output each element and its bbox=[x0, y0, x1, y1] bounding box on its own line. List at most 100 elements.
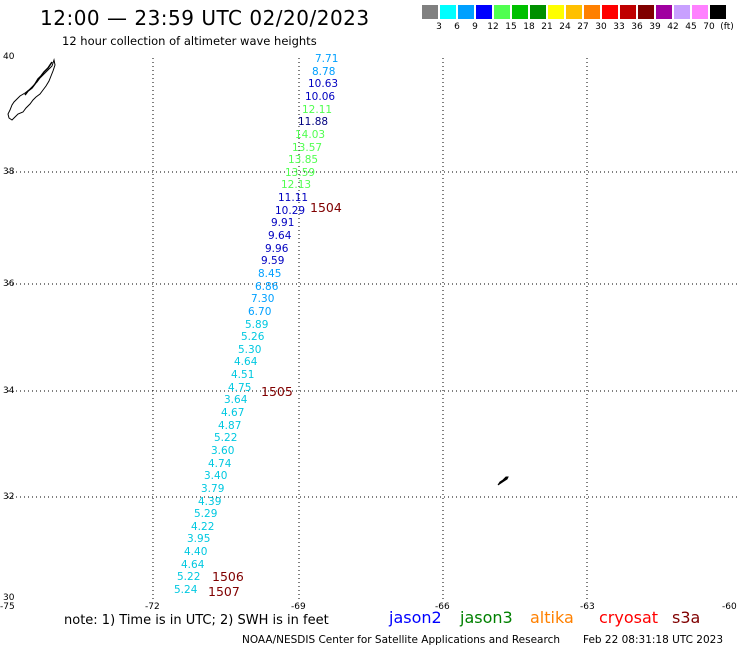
cycle-label: 1505 bbox=[261, 384, 293, 399]
scale-swatch bbox=[440, 5, 456, 19]
satellite-legend-item: jason3 bbox=[460, 608, 513, 627]
wave-height-value: 4.74 bbox=[208, 458, 232, 470]
wave-height-value: 8.78 bbox=[312, 66, 336, 78]
wave-height-value: 14.03 bbox=[295, 129, 326, 141]
wave-height-value: 12.11 bbox=[302, 104, 333, 116]
scale-label: (ft) bbox=[720, 22, 734, 32]
scale-swatch bbox=[548, 5, 564, 19]
wave-height-value: 4.39 bbox=[198, 496, 222, 508]
island-bermuda bbox=[497, 476, 509, 486]
latitude-tick-label: 34 bbox=[3, 386, 15, 396]
scale-swatch bbox=[458, 5, 474, 19]
scale-swatch bbox=[602, 5, 618, 19]
wave-height-value: 5.89 bbox=[245, 319, 269, 331]
page-title: 12:00 — 23:59 UTC 02/20/2023 bbox=[40, 6, 370, 30]
wave-height-value: 4.51 bbox=[231, 369, 255, 381]
scale-label: 42 bbox=[667, 22, 679, 32]
scale-swatch bbox=[674, 5, 690, 19]
wave-height-value: 3.40 bbox=[204, 470, 228, 482]
wave-height-value: 5.26 bbox=[241, 331, 265, 343]
scale-swatch bbox=[566, 5, 582, 19]
wave-height-value: 5.29 bbox=[194, 508, 218, 520]
longitude-tick-label: -60 bbox=[722, 602, 737, 612]
coastline-cape-cod-inner bbox=[24, 61, 53, 96]
footer-timestamp: Feb 22 08:31:18 UTC 2023 bbox=[583, 634, 723, 646]
latitude-tick-label: 32 bbox=[3, 492, 15, 502]
scale-swatch bbox=[584, 5, 600, 19]
wave-height-value: 4.64 bbox=[181, 559, 205, 571]
scale-label: 3 bbox=[436, 22, 442, 32]
scale-swatch bbox=[530, 5, 546, 19]
wave-height-value: 4.22 bbox=[191, 521, 215, 533]
scale-label: 36 bbox=[631, 22, 643, 32]
wave-height-value: 13.59 bbox=[285, 167, 316, 179]
latitude-tick-label: 40 bbox=[3, 52, 15, 62]
wave-height-value: 7.30 bbox=[251, 293, 275, 305]
page-subtitle: 12 hour collection of altimeter wave hei… bbox=[62, 34, 317, 48]
wave-height-value: 3.79 bbox=[201, 483, 225, 495]
scale-swatch bbox=[476, 5, 492, 19]
latitude-tick-label: 38 bbox=[3, 167, 15, 177]
wave-height-value: 10.06 bbox=[305, 91, 336, 103]
wave-height-value: 4.67 bbox=[221, 407, 245, 419]
wave-height-value: 6.70 bbox=[248, 306, 272, 318]
latitude-tick-label: 30 bbox=[3, 593, 15, 603]
wave-height-value: 4.87 bbox=[218, 420, 242, 432]
satellite-legend-item: altika bbox=[530, 608, 574, 627]
wave-height-value: 10.63 bbox=[308, 78, 339, 90]
wave-height-value: 8.45 bbox=[258, 268, 282, 280]
satellite-legend-item: s3a bbox=[672, 608, 701, 627]
wave-height-value: 5.24 bbox=[174, 584, 198, 596]
wave-height-value: 12.13 bbox=[281, 179, 312, 191]
latitude-tick-label: 36 bbox=[3, 279, 15, 289]
wave-height-value: 13.85 bbox=[288, 154, 319, 166]
wave-height-value: 5.22 bbox=[214, 432, 238, 444]
wave-height-value: 4.64 bbox=[234, 356, 258, 368]
longitude-tick-label: -63 bbox=[580, 602, 595, 612]
scale-label: 24 bbox=[559, 22, 571, 32]
wave-height-value: 13.57 bbox=[292, 142, 323, 154]
wave-height-value: 9.96 bbox=[265, 243, 289, 255]
wave-height-value: 7.71 bbox=[315, 53, 339, 65]
note-text: note: 1) Time is in UTC; 2) SWH is in fe… bbox=[64, 613, 329, 628]
cycle-label: 1507 bbox=[208, 584, 240, 599]
wave-height-value: 3.64 bbox=[224, 394, 248, 406]
cycle-label: 1504 bbox=[310, 200, 342, 215]
scale-swatch bbox=[620, 5, 636, 19]
scale-label: 30 bbox=[595, 22, 607, 32]
scale-label: 27 bbox=[577, 22, 589, 32]
longitude-tick-label: -72 bbox=[145, 602, 160, 612]
scale-label: 21 bbox=[541, 22, 553, 32]
scale-label: 39 bbox=[649, 22, 661, 32]
scale-swatch bbox=[512, 5, 528, 19]
wave-height-value: 9.64 bbox=[268, 230, 292, 242]
wave-height-value: 5.22 bbox=[177, 571, 201, 583]
scale-label: 45 bbox=[685, 22, 697, 32]
footer-credit: NOAA/NESDIS Center for Satellite Applica… bbox=[242, 634, 560, 646]
scale-label: 33 bbox=[613, 22, 625, 32]
wave-height-value: 9.91 bbox=[271, 217, 295, 229]
scale-label: 70 bbox=[703, 22, 715, 32]
wave-height-value: 9.59 bbox=[261, 255, 285, 267]
wave-height-value: 10.29 bbox=[275, 205, 306, 217]
scale-swatch bbox=[656, 5, 672, 19]
wave-height-value: 6.86 bbox=[255, 281, 279, 293]
longitude-tick-label: -69 bbox=[291, 602, 306, 612]
scale-swatch bbox=[710, 5, 726, 19]
wave-height-value: 4.40 bbox=[184, 546, 208, 558]
satellite-legend-item: cryosat bbox=[599, 608, 659, 627]
longitude-tick-label: -66 bbox=[435, 602, 450, 612]
longitude-tick-label: -75 bbox=[0, 602, 15, 612]
scale-label: 9 bbox=[472, 22, 478, 32]
wave-height-value: 3.60 bbox=[211, 445, 235, 457]
wave-height-value: 4.75 bbox=[228, 382, 252, 394]
wave-height-value: 3.95 bbox=[187, 533, 211, 545]
wave-height-value: 11.11 bbox=[278, 192, 309, 204]
scale-label: 12 bbox=[487, 22, 499, 32]
scale-swatch bbox=[422, 5, 438, 19]
cycle-label: 1506 bbox=[212, 569, 244, 584]
scale-swatch bbox=[494, 5, 510, 19]
scale-swatch bbox=[638, 5, 654, 19]
